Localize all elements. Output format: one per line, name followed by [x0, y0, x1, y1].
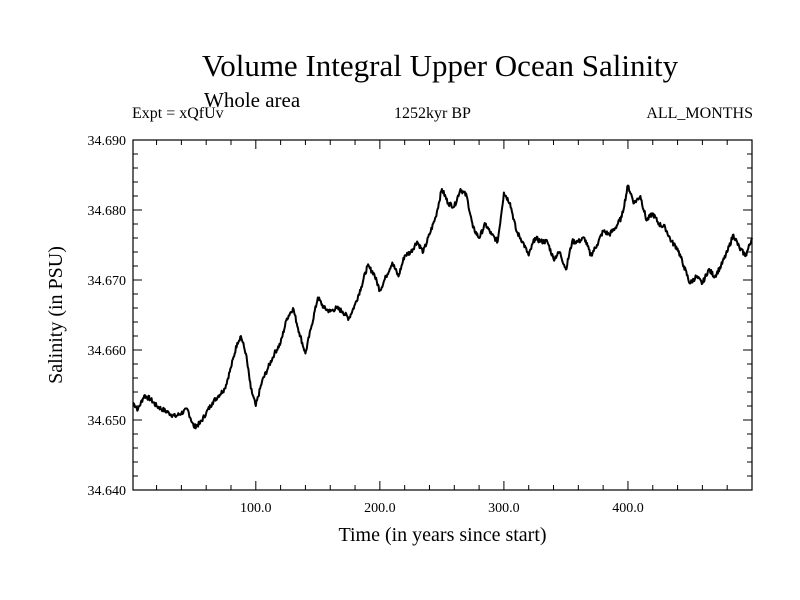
- x-ticks: 100.0 200.0 300.0 400.0: [156, 140, 753, 516]
- y-tick-label: 34.640: [88, 484, 127, 499]
- x-tick-label: 200.0: [364, 501, 396, 516]
- x-tick-label: 300.0: [488, 501, 520, 516]
- experiment-label: Expt = xQfUv: [132, 105, 224, 122]
- y-axis-label: Salinity (in PSU): [45, 246, 67, 384]
- y-tick-label: 34.670: [88, 274, 127, 289]
- x-axis-label: Time (in years since start): [338, 524, 546, 546]
- y-tick-label: 34.680: [88, 204, 127, 219]
- chart-subtitle: Whole area: [204, 88, 301, 112]
- x-tick-label: 100.0: [240, 501, 272, 516]
- y-tick-label: 34.660: [88, 344, 127, 359]
- x-tick-label: 400.0: [612, 501, 644, 516]
- y-tick-label: 34.650: [88, 414, 127, 429]
- months-label: ALL_MONTHS: [646, 105, 753, 122]
- y-ticks: 34.640 34.650 34.660 34.670 34.680 34.690: [88, 134, 752, 499]
- y-tick-label: 34.690: [88, 134, 127, 149]
- period-label: 1252kyr BP: [394, 105, 471, 122]
- chart-title: Volume Integral Upper Ocean Salinity: [201, 48, 679, 83]
- plot-frame: [132, 139, 753, 491]
- salinity-series-line: [132, 184, 753, 430]
